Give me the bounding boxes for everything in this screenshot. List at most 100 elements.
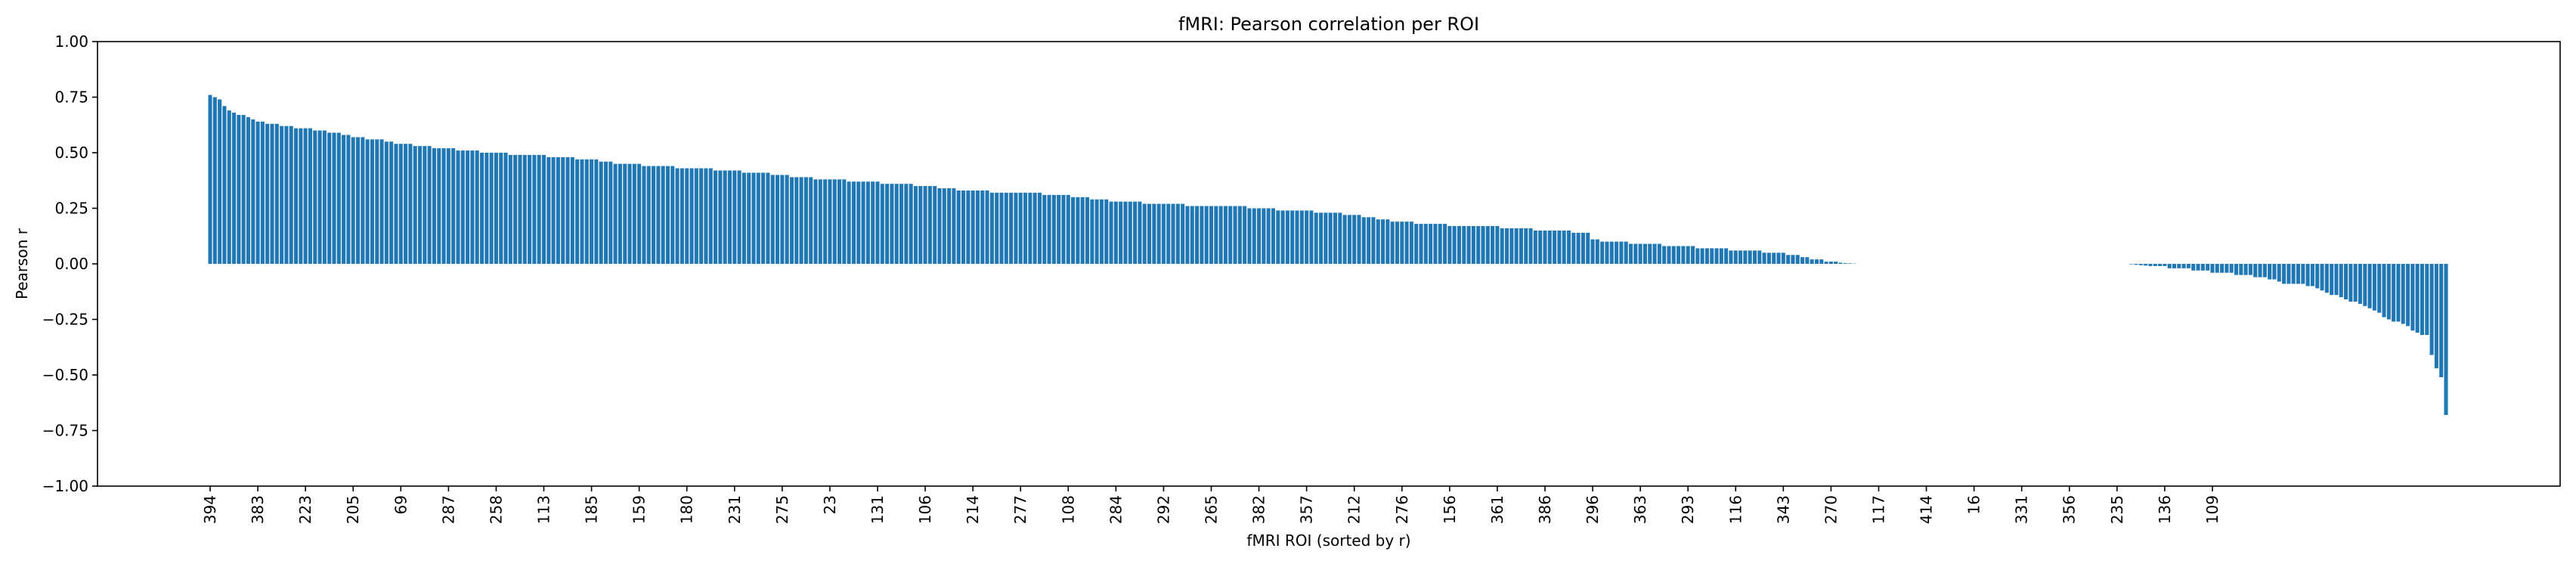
- bar: [2272, 264, 2277, 280]
- bar: [1419, 224, 1423, 264]
- x-tick-label: 156: [1441, 495, 1459, 524]
- bar: [989, 192, 994, 264]
- bar: [208, 94, 212, 264]
- bar: [1367, 217, 1371, 264]
- bar: [2138, 264, 2143, 265]
- bar: [1094, 199, 1099, 264]
- bar: [632, 163, 636, 264]
- bar: [1175, 203, 1180, 264]
- bar: [1800, 257, 1805, 264]
- bar: [1457, 226, 1461, 264]
- bar: [2386, 264, 2391, 320]
- x-tick-label: 414: [1918, 495, 1936, 524]
- bar: [1553, 230, 1557, 264]
- bar: [1514, 228, 1519, 264]
- bar: [1586, 232, 1590, 264]
- bar: [508, 154, 512, 264]
- bar: [1834, 262, 1838, 264]
- bar: [218, 99, 222, 264]
- bar: [685, 168, 689, 264]
- x-tick-label: 205: [344, 495, 362, 524]
- bar: [842, 179, 847, 264]
- bar: [1433, 224, 1438, 264]
- bar: [2392, 264, 2396, 322]
- bar: [251, 119, 255, 264]
- bar: [642, 166, 646, 264]
- bar: [280, 125, 284, 264]
- bar: [1085, 197, 1090, 264]
- bar: [832, 179, 837, 264]
- bar: [627, 163, 632, 264]
- bar: [451, 148, 456, 264]
- bar: [1295, 210, 1299, 264]
- bar: [1009, 192, 1014, 264]
- bar: [1719, 248, 1723, 264]
- bar: [1324, 212, 1328, 264]
- bar: [861, 181, 865, 264]
- bar: [1704, 248, 1709, 264]
- bar: [2344, 264, 2348, 300]
- bar: [294, 128, 299, 264]
- bar: [1152, 203, 1156, 264]
- bar: [303, 128, 308, 264]
- bar: [618, 163, 622, 264]
- x-tick-label: 136: [2156, 495, 2174, 524]
- bar: [565, 156, 570, 264]
- bar: [2220, 264, 2225, 273]
- bar: [2320, 264, 2324, 291]
- bar: [342, 135, 346, 264]
- bar: [2334, 264, 2339, 296]
- bar: [446, 148, 450, 264]
- y-tick-label: 0.25: [54, 200, 88, 218]
- bar: [212, 97, 217, 264]
- bar: [427, 146, 432, 264]
- bar: [356, 137, 361, 264]
- x-tick-label: 235: [2108, 495, 2126, 524]
- bar: [1781, 253, 1785, 264]
- bar: [570, 156, 574, 264]
- bar: [2291, 264, 2296, 284]
- bar: [2134, 264, 2138, 265]
- bar: [1266, 208, 1271, 264]
- bar: [2225, 264, 2229, 273]
- bar: [1571, 232, 1576, 264]
- bar: [956, 190, 961, 264]
- x-tick-label: 363: [1631, 495, 1649, 524]
- bar: [1181, 203, 1185, 264]
- x-tick-label: 223: [296, 495, 314, 524]
- bar: [460, 150, 465, 264]
- bar: [1409, 222, 1413, 264]
- bar: [2287, 264, 2291, 284]
- bar: [899, 184, 904, 264]
- bar: [237, 115, 241, 264]
- x-tick-label: 231: [726, 495, 744, 524]
- bar: [1638, 243, 1643, 264]
- bar: [1795, 255, 1800, 264]
- bar: [603, 161, 608, 264]
- bar: [803, 177, 808, 264]
- bar: [747, 172, 751, 264]
- bar: [2439, 264, 2444, 377]
- bar: [1681, 246, 1686, 264]
- x-tick-label: 361: [1488, 495, 1506, 524]
- bar: [2296, 264, 2301, 284]
- bar: [1776, 253, 1781, 264]
- bar: [838, 179, 842, 264]
- bar: [847, 181, 851, 264]
- y-tick-label: −0.50: [42, 366, 88, 384]
- bar: [2348, 264, 2353, 302]
- x-tick-label: 131: [868, 495, 887, 524]
- bar: [761, 172, 766, 264]
- bar: [2420, 264, 2424, 336]
- bar: [470, 150, 475, 264]
- bar: [1752, 250, 1757, 264]
- bar: [2372, 264, 2376, 311]
- bar: [1204, 206, 1209, 264]
- x-axis: 394 383 223 205 69 287 258 113 185 159 180 231 275 23…: [201, 486, 2221, 524]
- bar: [971, 190, 975, 264]
- bar: [1057, 194, 1061, 264]
- bar: [1772, 253, 1776, 264]
- bar: [923, 186, 927, 264]
- bar: [665, 166, 670, 264]
